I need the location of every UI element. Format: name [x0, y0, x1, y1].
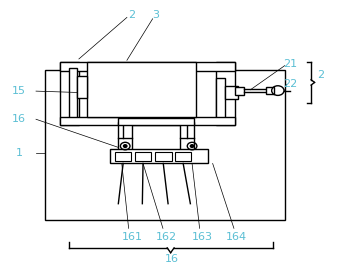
Bar — [155, 152, 172, 161]
Text: 162: 162 — [156, 232, 177, 242]
Circle shape — [123, 145, 127, 147]
Bar — [77, 76, 87, 98]
Bar — [110, 149, 208, 163]
Text: 2: 2 — [129, 10, 135, 20]
Bar — [60, 117, 235, 125]
Text: 3: 3 — [153, 10, 159, 20]
Bar — [135, 152, 151, 161]
Bar — [235, 87, 244, 95]
Bar — [216, 62, 235, 125]
Bar — [266, 87, 274, 94]
Bar — [45, 70, 285, 220]
Bar — [87, 62, 196, 117]
Bar — [225, 86, 238, 99]
Bar — [180, 122, 194, 151]
Text: 164: 164 — [226, 232, 247, 242]
Text: 15: 15 — [12, 86, 26, 96]
Bar — [216, 78, 225, 119]
Text: 16: 16 — [165, 254, 178, 265]
Circle shape — [190, 145, 194, 147]
Bar — [115, 152, 131, 161]
Text: 1: 1 — [15, 148, 22, 158]
Bar — [60, 62, 79, 125]
Text: 2: 2 — [317, 70, 324, 80]
Bar — [69, 68, 77, 119]
Text: 163: 163 — [192, 232, 213, 242]
Bar — [118, 122, 132, 151]
Text: 21: 21 — [283, 59, 297, 69]
Bar — [118, 118, 194, 125]
Bar — [175, 152, 191, 161]
Bar — [60, 62, 235, 71]
Text: 161: 161 — [121, 232, 143, 242]
Text: 22: 22 — [283, 79, 297, 90]
Text: 16: 16 — [12, 114, 26, 124]
